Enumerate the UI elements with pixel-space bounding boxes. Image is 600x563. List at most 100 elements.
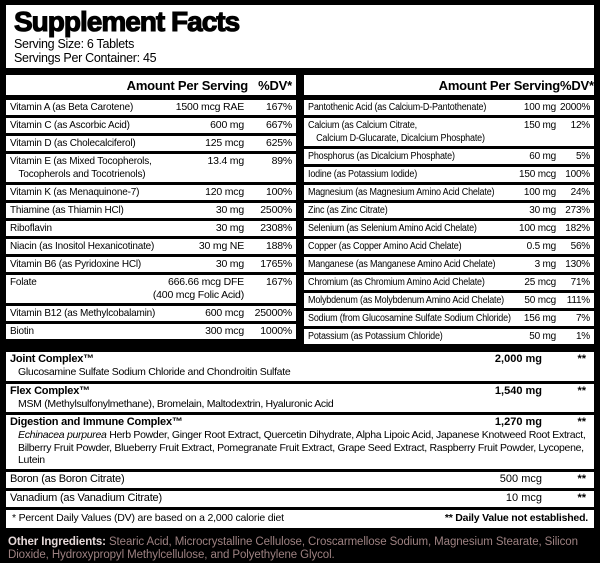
table-row: Boron (as Boron Citrate) 500 mcg ** <box>6 471 594 488</box>
amount-per-serving-header: Amount Per Serving <box>438 77 561 93</box>
table-row: Zinc (as Zinc Citrate) 30 mg 273% <box>304 203 594 218</box>
row-name-line: Manganese (as Manganese Amino Acid Chela… <box>308 259 496 270</box>
complex-amount: 10 mcg <box>505 491 542 504</box>
complex-dv: ** <box>577 416 586 428</box>
row-amount: 1500 mcg RAE <box>176 101 244 114</box>
complex-ingredients-text: MSM (Methylsulfonylmethane), Bromelain, … <box>18 397 334 410</box>
table-row: Folate 666.66 mcg DFE (400 mcg Folic Acid)… <box>6 275 296 303</box>
row-amount-line: 150 mg <box>523 120 556 131</box>
page-title: Supplement Facts <box>13 6 240 37</box>
row-name: Phosphorus (as Dicalcium Phosphate) <box>308 150 525 163</box>
row-name-line: Iodine (as Potassium Iodide) <box>308 169 418 180</box>
row-name-line: Molybdenum (as Molybdenum Amino Acid Che… <box>308 295 505 306</box>
row-name-line: Chromium (as Chromium Amino Acid Chelate… <box>308 277 485 288</box>
row-name: Potassium (as Potassium Chloride) <box>308 330 525 343</box>
mineral-column: Pantothenic Acid (as Calcium-D-Pantothen… <box>304 100 594 344</box>
row-amount-line: 120 mcg <box>205 186 244 198</box>
row-name-line: Calcium (as Calcium Citrate, <box>308 120 417 131</box>
dv-footnote: * Percent Daily Values (DV) are based on… <box>12 512 284 524</box>
row-name: Zinc (as Zinc Citrate) <box>308 204 525 217</box>
row-dv: 1% <box>575 331 590 342</box>
row-amount-line: 50 mg <box>529 331 556 342</box>
table-row: Thiamine (as Thiamin HCl) 30 mg 2500% <box>6 203 296 218</box>
table-row: Vitamin B12 (as Methylcobalamin) 600 mcg 2… <box>6 306 296 321</box>
row-name-line: Thiamine (as Thiamin HCl) <box>10 204 124 216</box>
row-amount: 120 mcg <box>205 186 244 199</box>
row-amount-line: 125 mcg <box>205 137 244 149</box>
row-dv: 1000% <box>260 325 292 337</box>
row-amount: 30 mg <box>216 204 244 217</box>
row-name: Magnesium (as Magnesium Amino Acid Chela… <box>308 186 520 199</box>
table-row: Vitamin B6 (as Pyridoxine HCl) 30 mg 1765% <box>6 257 296 272</box>
table-row: Vitamin E (as Mixed Tocopherols, Tocopher… <box>6 154 296 182</box>
complex-amount: 2,000 mg <box>494 353 542 365</box>
row-amount: 156 mg <box>524 312 556 325</box>
row-amount-line: 1500 mcg RAE <box>175 101 244 113</box>
servings-per-container: Servings Per Container: 45 <box>14 51 157 65</box>
row-name-line: Sodium (from Glucosamine Sulfate Sodium … <box>308 313 511 324</box>
complex-dv: ** <box>577 353 586 365</box>
other-ingredients-text: Stearic Acid, Microcrystalline Cellulose… <box>8 535 578 562</box>
row-dv: 100% <box>265 186 292 198</box>
row-dv: 56% <box>570 241 591 252</box>
table-row: Phosphorus (as Dicalcium Phosphate) 60 mg… <box>304 149 594 164</box>
row-dv: 1765% <box>260 258 292 270</box>
row-amount: 13.4 mg <box>207 155 244 168</box>
table-row: Magnesium (as Magnesium Amino Acid Chela… <box>304 185 594 200</box>
row-name: Manganese (as Manganese Amino Acid Chela… <box>308 258 531 271</box>
row-dv: 188% <box>265 240 292 252</box>
row-dv: 71% <box>570 277 591 288</box>
row-name-line: Tocopherols and Tocotrienols) <box>18 168 146 180</box>
row-name-line: Pantothenic Acid (as Calcium-D-Pantothen… <box>308 102 487 113</box>
row-name-line: Vitamin B12 (as Methylcobalamin) <box>10 307 156 319</box>
table-row: Vitamin K (as Menaquinone-7) 120 mcg 100% <box>6 185 296 200</box>
complex-amount: 1,540 mg <box>494 384 542 397</box>
row-name-line: Biotin <box>10 325 34 337</box>
row-amount: 30 mg <box>216 222 244 235</box>
table-row: Potassium (as Potassium Chloride) 50 mg 1% <box>304 329 594 344</box>
other-ingredients: Other Ingredients: Stearic Acid, Microcr… <box>8 536 592 563</box>
row-name: Molybdenum (as Molybdenum Amino Acid Che… <box>308 294 520 307</box>
complex-dv: ** <box>577 472 586 485</box>
row-amount: 30 mg <box>529 204 556 217</box>
row-amount-line: 100 mg <box>523 102 556 113</box>
row-amount: 0.5 mg <box>527 240 557 253</box>
row-amount: 25 mcg <box>524 276 556 289</box>
nutrient-table: Vitamin A (as Beta Carotene) 1500 mcg RAE… <box>6 100 594 344</box>
row-amount: 300 mcg <box>205 325 244 338</box>
complex-dv: ** <box>577 491 586 504</box>
row-name-line: Vitamin C (as Ascorbic Acid) <box>10 119 130 131</box>
table-row: Joint Complex™ 2,000 mg ** Glucosamine Sulf… <box>6 352 594 381</box>
complex-ingredients: MSM (Methylsulfonylmethane), Bromelain, … <box>10 398 586 411</box>
complex-name: Digestion and Immune Complex™ <box>10 416 183 428</box>
row-amount-line: 150 mcg <box>519 169 556 180</box>
row-name: Folate <box>10 276 149 289</box>
serving-size: Serving Size: 6 Tablets <box>14 37 135 51</box>
row-amount-line: 600 mcg <box>205 307 244 319</box>
row-name-line: Vitamin A (as Beta Carotene) <box>10 101 134 113</box>
row-name-line: Riboflavin <box>10 222 52 234</box>
table-row: Vitamin D (as Cholecalciferol) 125 mcg 625… <box>6 136 296 151</box>
row-dv: 182% <box>565 223 590 234</box>
row-amount: 150 mg <box>524 119 556 132</box>
row-amount: 60 mg <box>529 150 556 163</box>
row-amount: 666.66 mcg DFE (400 mcg Folic Acid) <box>153 276 244 302</box>
row-amount: 125 mcg <box>205 137 244 150</box>
complex-ingredient-species: Echinacea purpurea <box>18 429 107 441</box>
row-name-line: Folate <box>10 276 37 288</box>
table-row: Calcium (as Calcium Citrate, Calcium D-Gl… <box>304 118 594 146</box>
row-amount-line: 600 mg <box>210 119 244 131</box>
row-amount-line: 3 mg <box>534 259 557 270</box>
row-name: Vitamin E (as Mixed Tocopherols, Tocopher… <box>10 155 203 181</box>
row-dv: 24% <box>570 187 591 198</box>
row-name: Pantothenic Acid (as Calcium-D-Pantothen… <box>308 101 520 114</box>
row-name-line: Vitamin B6 (as Pyridoxine HCl) <box>10 258 142 270</box>
row-amount-line: 30 mg <box>529 205 556 216</box>
table-row: Selenium (as Selenium Amino Acid Chelate… <box>304 221 594 236</box>
column-headers: Amount Per Serving %DV* Amount Per Servi… <box>6 75 594 95</box>
row-name: Vitamin B6 (as Pyridoxine HCl) <box>10 258 212 271</box>
row-dv: 25000% <box>254 307 293 319</box>
table-row: Vanadium (as Vanadium Citrate) 10 mcg ** <box>6 490 594 507</box>
header-left: Amount Per Serving %DV* <box>6 75 296 95</box>
dv-not-established-note: ** Daily Value not established. <box>444 512 588 524</box>
